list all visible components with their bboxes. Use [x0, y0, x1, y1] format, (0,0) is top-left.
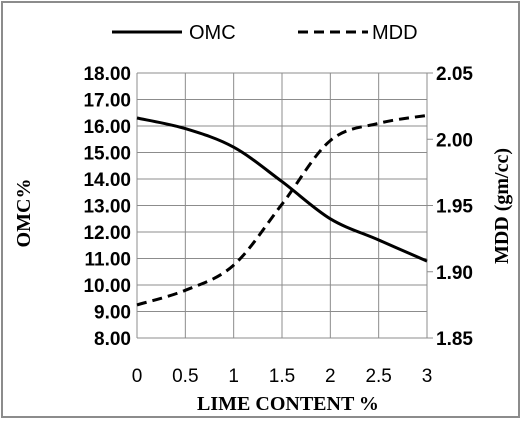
x-tick-label: 2 [325, 366, 336, 387]
y-left-tick-labels: 18.00 17.00 16.00 15.00 14.00 13.00 12.00 11.00… [83, 64, 131, 350]
y-right-tick-labels: 2.05 2.00 1.95 1.90 1.85 [436, 64, 473, 350]
legend: OMC MDD [112, 22, 418, 44]
y-right-tick-label: 1.85 [436, 329, 473, 350]
series-line-mdd [136, 113, 428, 307]
y-left-tick-label: 8.00 [94, 329, 131, 350]
y-left-tick-label: 10.00 [83, 276, 131, 297]
x-tick-label: 0 [132, 366, 143, 387]
y-left-tick-label: 13.00 [83, 197, 131, 218]
x-tick-label: 1 [228, 366, 239, 387]
y-left-axis-title: OMC% [13, 179, 35, 248]
y-left-tick-label: 17.00 [83, 91, 131, 112]
y-right-tick-label: 1.95 [436, 197, 473, 218]
y-right-axis-title: MDD (gm/cc) [491, 148, 513, 264]
series-line-omc [136, 116, 428, 263]
series-lines [136, 113, 428, 307]
y-left-tick-label: 14.00 [83, 170, 131, 191]
y-left-tick-label: 11.00 [85, 250, 132, 271]
x-axis-title: LIME CONTENT % [197, 393, 379, 415]
y-right-tick-label: 2.05 [436, 64, 473, 85]
y-left-tick-label: 18.00 [83, 64, 131, 85]
y-left-tick-label: 15.00 [83, 144, 131, 165]
x-tick-label: 3 [422, 366, 433, 387]
chart-frame [1, 1, 520, 418]
y-left-tick-label: 9.00 [94, 303, 131, 324]
x-tick-label: 2.5 [365, 366, 391, 387]
legend-omc-label: OMC [189, 22, 236, 44]
y-left-tick-label: 16.00 [83, 117, 131, 138]
y-right-tick-label: 1.90 [436, 263, 473, 284]
x-tick-labels: 0 0.5 1 1.5 2 2.5 3 [132, 366, 433, 387]
gridlines [136, 72, 433, 339]
y-right-tick-label: 2.00 [436, 130, 473, 151]
legend-mdd-label: MDD [372, 22, 418, 44]
x-tick-label: 0.5 [172, 366, 198, 387]
y-left-tick-label: 12.00 [83, 223, 131, 244]
x-tick-label: 1.5 [269, 366, 295, 387]
